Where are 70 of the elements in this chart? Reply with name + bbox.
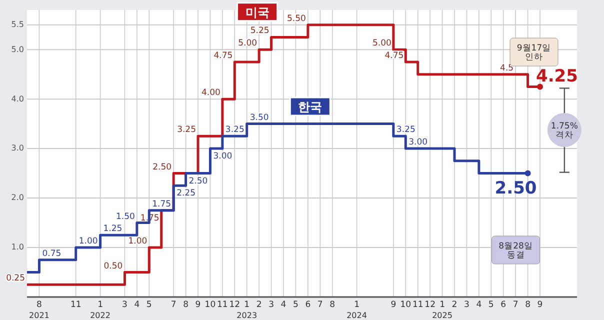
x-tick-label: 2 [256, 300, 262, 310]
x-tick-label: 9 [537, 300, 543, 310]
x-tick-label: 9 [195, 300, 201, 310]
text: 1.75% 격차 [550, 121, 578, 141]
data-label: 1.00 [128, 236, 148, 247]
x-tick-label: 6 [500, 300, 506, 310]
data-label: 3.25 [225, 125, 244, 136]
data-label: 2.50 [188, 176, 208, 186]
x-tick-label: 5 [488, 300, 494, 310]
data-label: 1.00 [78, 236, 98, 247]
data-label: 3.50 [250, 112, 269, 123]
data-label: 4.75 [384, 50, 404, 61]
data-label: 1.25 [103, 224, 122, 234]
data-label: 2.25 [176, 188, 196, 199]
y-tick-label: 5.5 [11, 20, 24, 30]
data-label: 5.25 [250, 26, 270, 36]
data-label: 4.75 [214, 50, 233, 61]
x-tick-label: 7 [512, 300, 518, 310]
y-tick-label: 1.0 [11, 242, 24, 252]
x-tick-label: 11 [70, 300, 82, 310]
x-tick-label: 12 [229, 300, 240, 310]
x-tick-label: 7 [170, 300, 176, 310]
x-tick-label: 12 [424, 300, 436, 310]
x-tick-label: 9 [390, 300, 396, 310]
y-tick-label: 3.0 [11, 144, 24, 153]
data-label: 2.50 [152, 162, 172, 172]
x-tick-label: 3 [268, 300, 274, 310]
annotation: 8월28일 동결 [498, 241, 533, 261]
data-label: 3.00 [408, 138, 428, 148]
x-tick-label: 4 [476, 300, 482, 310]
x-tick-label: 10 [204, 300, 216, 310]
data-label: 0.75 [42, 248, 62, 259]
x-tick-label: 1 2024 [346, 300, 367, 320]
x-tick-label: 2 [452, 300, 458, 310]
x-tick-label: 4 [134, 300, 140, 310]
x-tick-label: 3 [464, 300, 470, 310]
x-tick-label: 5 [293, 300, 298, 310]
x-tick-label: 8 2021 [29, 300, 50, 320]
y-tick-label: 4.0 [11, 94, 24, 104]
data-label: 4.00 [201, 88, 220, 98]
data-label: 3.25 [396, 125, 416, 136]
data-label: 3.25 [177, 125, 196, 136]
x-tick-label: 10 [400, 300, 412, 310]
x-tick-label: 1 2022 [90, 300, 110, 320]
data-label: 5.00 [238, 38, 258, 49]
x-tick-label: 8 [525, 300, 530, 310]
data-label: 2.50 [494, 178, 537, 198]
data-label: 0.50 [104, 261, 123, 272]
x-tick-label: 4 [280, 300, 286, 310]
x-tick-label: 7 [317, 300, 323, 310]
y-tick-label: 5.0 [11, 44, 24, 54]
x-tick-label: 3 [122, 300, 128, 310]
x-tick-label: 6 [305, 300, 311, 310]
x-tick-label: 8 [183, 300, 188, 310]
data-label: 1.75 [152, 199, 172, 210]
x-tick-label: 8 [330, 300, 336, 310]
x-tick-label: 11 [412, 300, 424, 310]
data-label: 5.00 [372, 38, 392, 49]
y-tick-label: 2.0 [11, 193, 24, 202]
x-tick-label: 11 [217, 300, 228, 310]
data-label: 0.25 [6, 274, 25, 284]
data-label: 1.50 [116, 212, 135, 222]
series-label: 한국 [298, 100, 322, 114]
annotation: 9월17일 인하 [516, 43, 552, 63]
data-label: 3.00 [213, 152, 232, 162]
data-label: 5.50 [286, 14, 306, 24]
series-label: 미국 [245, 5, 270, 20]
data-label: 4.5 [500, 63, 514, 74]
x-tick-label: 5 [146, 300, 152, 310]
data-label: 4.25 [536, 66, 578, 87]
